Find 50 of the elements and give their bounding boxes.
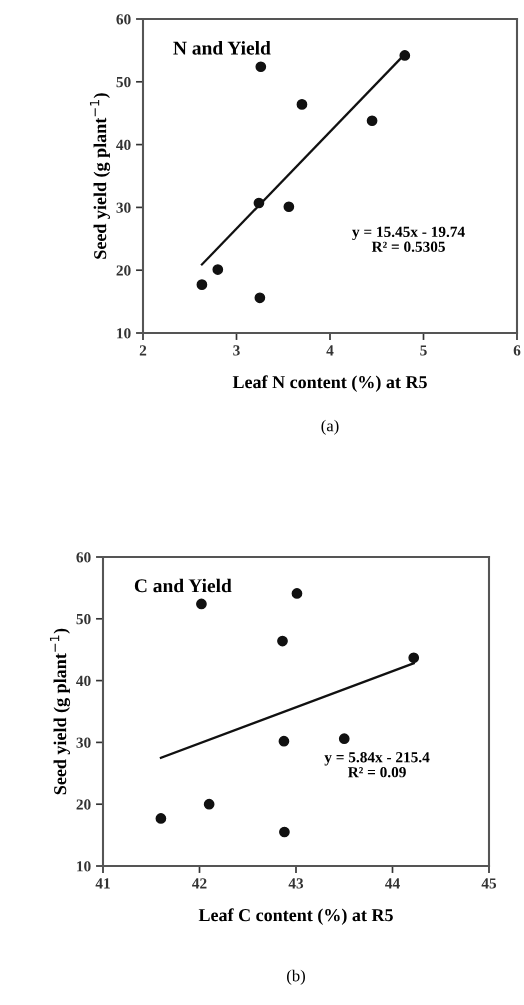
point xyxy=(212,264,224,275)
point xyxy=(399,50,411,61)
point xyxy=(366,115,378,127)
point xyxy=(254,292,266,304)
y-tick-label: 20 xyxy=(76,799,91,810)
x-tick-label: 2 xyxy=(139,345,147,356)
text: (b) xyxy=(287,969,305,985)
y-tick-label: 40 xyxy=(76,675,91,687)
y-tick-label: 30 xyxy=(76,737,91,748)
x-tick-label: 42 xyxy=(192,878,207,889)
point xyxy=(155,813,167,824)
y-axis-title: Seed yield (g plant$^{−1}$) xyxy=(49,628,71,795)
point xyxy=(283,201,295,213)
point xyxy=(253,197,265,209)
x-axis-title: Leaf N content (%) at R5 xyxy=(232,375,427,392)
y-tick-label: 50 xyxy=(116,76,131,88)
y-tick-label: 10 xyxy=(77,861,91,872)
point xyxy=(291,588,303,599)
point xyxy=(196,279,208,290)
x-tick-label: 4 xyxy=(326,345,334,356)
point xyxy=(278,735,290,747)
text: N and Yield xyxy=(173,40,271,55)
point xyxy=(203,798,215,810)
point xyxy=(196,598,207,610)
point xyxy=(338,733,350,745)
x-tick-label: 44 xyxy=(385,878,400,889)
y-tick-label: 30 xyxy=(116,202,131,213)
x-tick-label: 6 xyxy=(513,345,521,356)
annotation: y = 15.45x - 19.74 R² = 0.5305 xyxy=(352,226,465,252)
x-tick-label: 43 xyxy=(288,878,304,889)
y-tick-label: 50 xyxy=(76,613,91,625)
point xyxy=(408,652,420,664)
y-tick-label: 60 xyxy=(116,14,131,25)
x-axis-title: Leaf C content (%) at R5 xyxy=(198,908,393,925)
y-tick-label: 40 xyxy=(116,139,131,151)
y-tick-label: 60 xyxy=(76,552,91,563)
y-tick-label: 10 xyxy=(117,328,131,339)
y-tick-label: 20 xyxy=(116,265,131,276)
y-axis-title: Seed yield (g plant$^{−1}$) xyxy=(89,93,111,259)
x-tick-label: 5 xyxy=(420,345,427,356)
x-tick-label: 3 xyxy=(233,345,240,356)
x-tick-label: 41 xyxy=(95,878,110,889)
point xyxy=(279,826,290,838)
annotation: y = 5.84x - 215.4 R² = 0.09 xyxy=(324,752,430,778)
point xyxy=(296,99,308,110)
x-tick-label: 45 xyxy=(481,878,497,889)
point xyxy=(277,635,288,647)
text: (a) xyxy=(321,419,339,435)
text: C and Yield xyxy=(134,578,232,593)
point xyxy=(255,61,267,73)
